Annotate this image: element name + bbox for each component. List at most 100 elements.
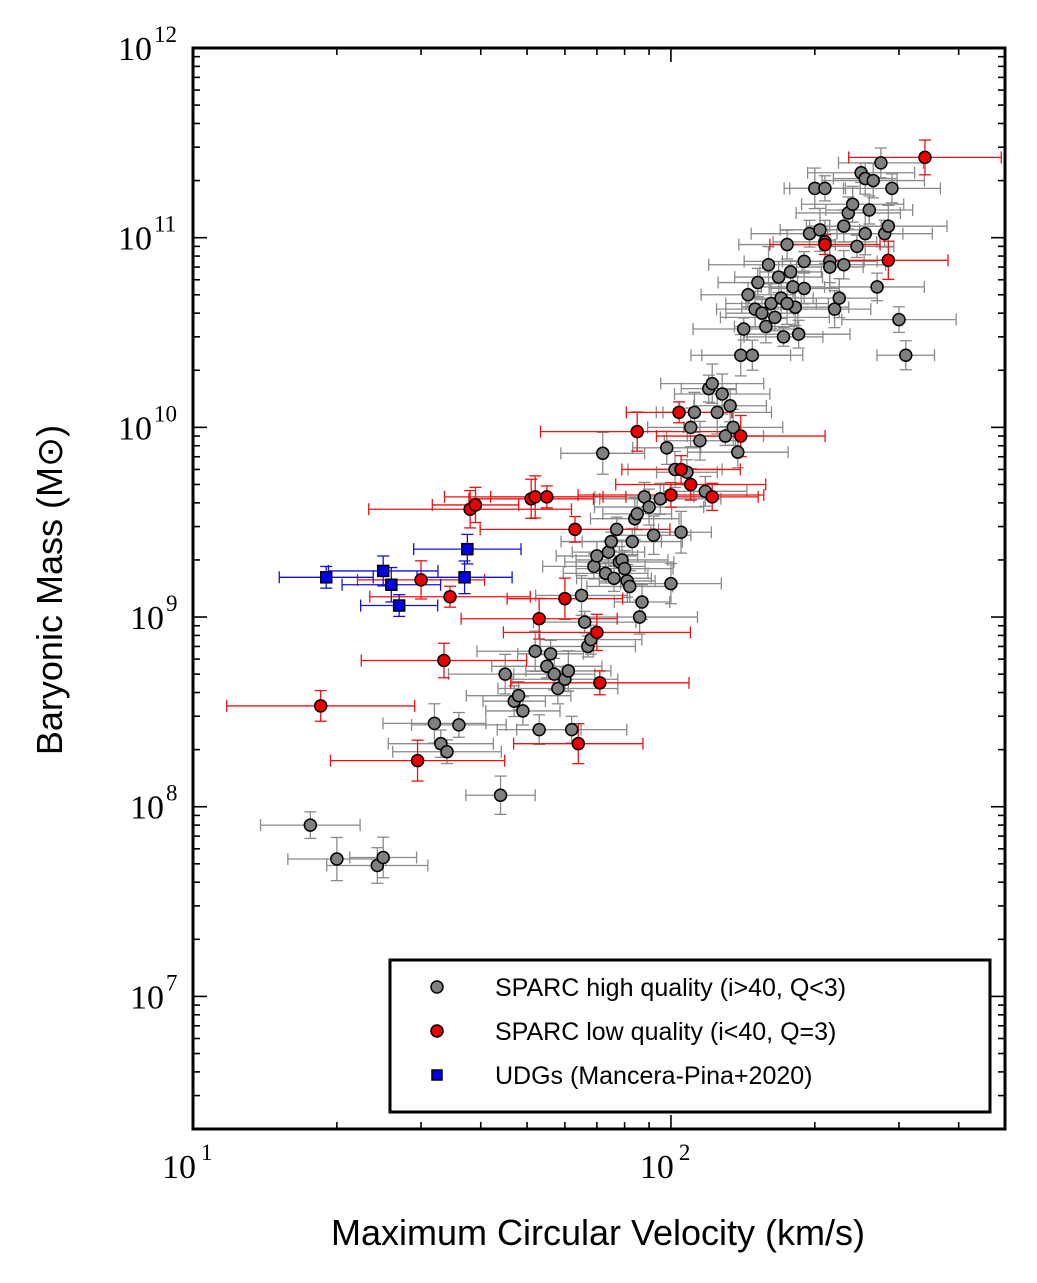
point-low-2 <box>414 573 428 587</box>
point-low-22 <box>734 429 748 443</box>
point-high-63 <box>726 420 740 435</box>
y-tick-label-4: 10 <box>118 221 152 258</box>
point-high-106 <box>899 348 913 362</box>
point-high-28 <box>596 446 610 461</box>
point-high-68 <box>745 348 760 362</box>
point-low-4 <box>443 589 457 604</box>
point-high-43 <box>635 595 649 609</box>
point-low-20 <box>683 477 698 492</box>
point-high-21 <box>564 722 579 737</box>
point-high-108 <box>797 254 811 269</box>
point-high-103 <box>881 219 896 233</box>
point-low-1 <box>410 753 425 768</box>
point-high-80 <box>783 265 798 279</box>
point-high-41 <box>630 507 644 521</box>
point-high-111 <box>858 226 872 241</box>
point-high-0 <box>303 818 318 832</box>
legend-marker-low-quality <box>430 1024 444 1038</box>
point-high-20 <box>561 664 576 678</box>
point-high-104 <box>885 181 899 196</box>
point-high-110 <box>823 260 837 274</box>
point-high-66 <box>736 322 751 336</box>
legend-marker-udgs <box>431 1069 443 1081</box>
point-low-18 <box>672 405 686 420</box>
point-high-84 <box>797 281 811 296</box>
point-udg-2 <box>385 578 398 592</box>
y-tick-label-1: 10 <box>130 790 164 827</box>
point-high-98 <box>862 203 877 217</box>
point-high-67 <box>741 288 755 302</box>
x-tick-exponent-0: 1 <box>201 1140 213 1165</box>
point-high-31 <box>604 534 618 549</box>
point-low-3 <box>437 653 451 668</box>
data-markers <box>303 150 932 873</box>
point-low-11 <box>558 591 572 606</box>
point-high-3 <box>376 850 390 865</box>
point-low-13 <box>571 736 586 751</box>
point-high-81 <box>786 280 800 294</box>
point-high-62 <box>723 399 737 413</box>
point-high-70 <box>751 275 765 290</box>
point-low-8 <box>528 490 542 504</box>
point-high-8 <box>493 788 508 802</box>
point-high-79 <box>780 237 794 252</box>
point-high-75 <box>768 310 782 325</box>
point-high-16 <box>543 647 558 661</box>
point-high-58 <box>705 376 719 391</box>
point-low-21 <box>705 490 719 504</box>
point-high-22 <box>574 588 589 603</box>
point-low-9 <box>532 611 546 626</box>
point-high-59 <box>710 405 725 420</box>
point-high-18 <box>551 681 565 696</box>
y-tick-exponent-4: 11 <box>154 212 176 237</box>
point-high-38 <box>622 579 637 594</box>
point-high-6 <box>440 744 454 759</box>
point-high-95 <box>850 239 864 254</box>
legend-marker-high-quality <box>430 980 444 994</box>
x-tick-label-1: 10 <box>640 1149 674 1186</box>
y-tick-exponent-1: 8 <box>166 781 178 806</box>
point-high-107 <box>780 296 794 311</box>
point-high-65 <box>734 348 748 362</box>
point-low-16 <box>630 424 644 439</box>
point-udg-4 <box>458 571 471 584</box>
point-high-88 <box>818 181 832 196</box>
point-high-83 <box>791 327 806 341</box>
point-high-73 <box>761 257 776 272</box>
y-tick-exponent-5: 12 <box>154 22 177 47</box>
legend-label-low-quality: SPARC low quality (i<40, Q=3) <box>495 1018 836 1046</box>
point-high-49 <box>664 576 678 591</box>
plot-frame <box>191 46 1007 1131</box>
point-low-12 <box>568 522 582 537</box>
point-udg-3 <box>392 599 406 612</box>
point-high-51 <box>674 525 688 539</box>
point-high-92 <box>837 219 851 233</box>
point-high-64 <box>731 445 745 459</box>
point-high-109 <box>837 257 851 272</box>
y-tick-label-3: 10 <box>118 410 152 447</box>
point-low-10 <box>540 490 554 504</box>
x-axis-label: Maximum Circular Velocity (km/s) <box>331 1212 865 1253</box>
point-high-48 <box>659 441 674 455</box>
y-axis-label: Baryonic Mass (M⊙) <box>29 425 70 755</box>
point-high-78 <box>776 330 791 344</box>
point-high-94 <box>845 197 860 212</box>
point-low-17 <box>664 488 678 502</box>
point-udg-5 <box>461 542 474 556</box>
point-high-60 <box>715 387 729 401</box>
legend-box <box>388 958 992 1114</box>
point-high-17 <box>547 667 562 681</box>
point-low-24 <box>881 253 896 268</box>
point-high-27 <box>590 549 604 563</box>
point-udg-1 <box>376 564 390 578</box>
point-low-19 <box>674 462 688 477</box>
point-high-90 <box>827 302 842 316</box>
legend: SPARC high quality (i>40, Q<3) SPARC low… <box>388 958 992 1114</box>
y-tick-exponent-3: 10 <box>154 401 177 426</box>
point-udg-0 <box>319 571 333 584</box>
y-tick-exponent-0: 7 <box>166 970 178 995</box>
point-high-42 <box>632 610 647 624</box>
point-high-72 <box>759 319 773 334</box>
